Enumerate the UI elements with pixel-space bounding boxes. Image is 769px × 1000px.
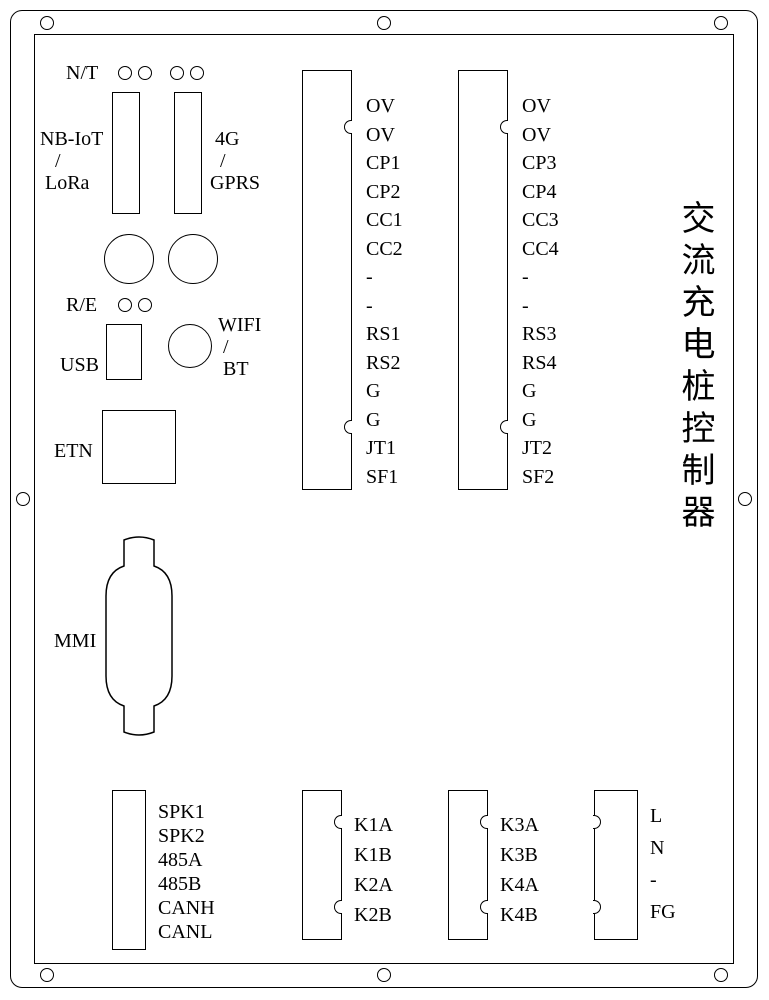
connector-notch [480,815,488,829]
connector-notch [334,815,342,829]
pin-label: - [650,864,676,896]
pin-list-j2: OV OV CP3 CP4 CC3 CC4 - - RS3 RS4 G G JT… [522,92,559,491]
pin-label: K2A [354,870,393,900]
led-icon [138,298,152,312]
pin-label: OV [522,92,559,121]
pin-list-power: L N - FG [650,800,676,928]
ethernet-port [102,410,176,484]
mount-hole [714,16,728,30]
pin-label: - [522,263,559,292]
etn-label: ETN [54,440,93,462]
usb-port [106,324,142,380]
pin-label: 485B [158,872,215,896]
pin-label: CC4 [522,235,559,264]
4g-module [174,92,202,214]
pin-label: RS4 [522,349,559,378]
pin-label: SPK1 [158,800,215,824]
nbiot-module [112,92,140,214]
pin-label: L [650,800,676,832]
connector-notch [344,420,352,434]
led-icon [118,66,132,80]
antenna-connector [104,234,154,284]
antenna-connector [168,234,218,284]
pin-label: CP3 [522,149,559,178]
pin-label: K2B [354,900,393,930]
mount-hole [738,492,752,506]
pin-label: CP1 [366,149,403,178]
usb-label: USB [60,354,99,376]
mount-hole [40,16,54,30]
pin-label: K1B [354,840,393,870]
pin-label: CP2 [366,178,403,207]
pin-label: SF2 [522,463,559,492]
nbiot-label: NB-IoT / LoRa [40,128,103,194]
re-label: R/E [66,294,97,316]
connector-notch [500,120,508,134]
pin-label: CP4 [522,178,559,207]
pin-label: K3B [500,840,539,870]
pin-label: - [366,263,403,292]
pin-list-k12: K1A K1B K2A K2B [354,810,393,930]
connector-notch [480,900,488,914]
pin-label: CC3 [522,206,559,235]
pin-label: G [366,377,403,406]
connector-power [594,790,638,940]
pin-label: N [650,832,676,864]
connector-k34 [448,790,488,940]
pcb-board: 交流充电桩控制器 N/T NB-IoT / LoRa 4G / GPRS R/E… [0,0,769,1000]
pin-label: OV [366,121,403,150]
connector-notch [334,900,342,914]
nt-label: N/T [66,62,98,84]
mount-hole [16,492,30,506]
led-icon [190,66,204,80]
pin-label: CANL [158,920,215,944]
connector-notch [500,420,508,434]
pin-label: K4A [500,870,539,900]
pin-label: RS1 [366,320,403,349]
mmi-label: MMI [54,630,96,652]
pin-label: OV [522,121,559,150]
pin-label: RS3 [522,320,559,349]
led-icon [118,298,132,312]
pin-label: SPK2 [158,824,215,848]
pin-label: RS2 [366,349,403,378]
mount-hole [377,968,391,982]
pin-label: CC2 [366,235,403,264]
4g-label: 4G / GPRS [210,128,260,194]
mmi-connector [102,536,176,736]
pin-label: SF1 [366,463,403,492]
pin-label: - [522,292,559,321]
pin-label: K4B [500,900,539,930]
pin-list-comm: SPK1 SPK2 485A 485B CANH CANL [158,800,215,944]
connector-comm [112,790,146,950]
led-icon [138,66,152,80]
pin-label: JT2 [522,434,559,463]
pin-label: OV [366,92,403,121]
connector-k12 [302,790,342,940]
pin-label: CC1 [366,206,403,235]
wifi-label: WIFI / BT [218,314,261,380]
pin-label: - [366,292,403,321]
mount-hole [40,968,54,982]
pin-label: G [522,406,559,435]
mount-hole [714,968,728,982]
led-icon [170,66,184,80]
pin-label: CANH [158,896,215,920]
pin-label: G [366,406,403,435]
pin-label: K3A [500,810,539,840]
pin-label: K1A [354,810,393,840]
pin-label: G [522,377,559,406]
mount-hole [377,16,391,30]
pin-label: 485A [158,848,215,872]
pin-list-j1: OV OV CP1 CP2 CC1 CC2 - - RS1 RS2 G G JT… [366,92,403,491]
board-title: 交流充电桩控制器 [670,200,719,536]
connector-notch [344,120,352,134]
pin-list-k34: K3A K3B K4A K4B [500,810,539,930]
pin-label: JT1 [366,434,403,463]
pin-label: FG [650,896,676,928]
wifi-antenna [168,324,212,368]
